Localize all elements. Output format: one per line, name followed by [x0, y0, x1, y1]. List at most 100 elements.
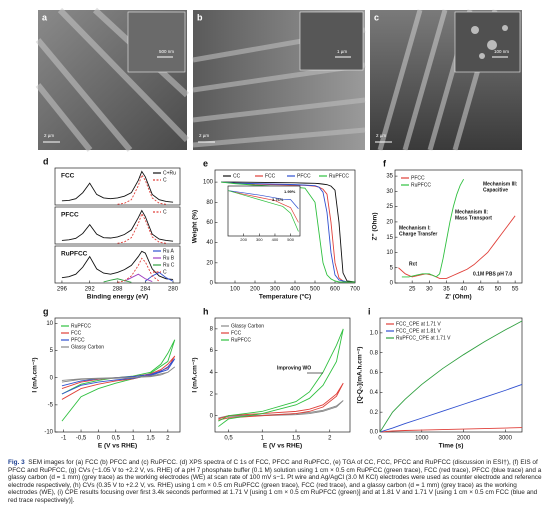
series-line — [117, 257, 160, 283]
x-tick-label: -0,5 — [76, 436, 87, 442]
y-tick-label: 0.8 — [370, 350, 379, 356]
x-axis-label: Temperature (°C) — [259, 293, 311, 301]
y-tick-label: 0.0 — [370, 430, 379, 436]
x-tick-label: 45 — [477, 287, 484, 293]
x-tick-label: 600 — [330, 287, 341, 293]
series-line — [61, 366, 176, 383]
y-tick-label: -10 — [44, 430, 53, 436]
x-tick-label: 300 — [256, 237, 263, 242]
legend-label: CC — [233, 173, 241, 179]
x-tick-label: 284 — [140, 287, 151, 293]
series-line — [401, 178, 465, 278]
x-tick-label: 100 — [230, 287, 241, 293]
series-line — [220, 181, 355, 283]
y-tick-label: 10 — [46, 321, 53, 327]
series-line — [379, 320, 523, 433]
legend-label: C — [163, 269, 167, 275]
annotation: Rct — [409, 261, 417, 267]
x-tick-label: 35 — [443, 287, 450, 293]
annotation: Improving WO — [277, 365, 311, 371]
x-tick-label: 0 — [97, 436, 101, 442]
legend-label: PFCC — [297, 173, 311, 179]
y-tick-label: 30 — [386, 189, 393, 195]
y-axis-label: [Q-Q₀](mA.h.cm⁻²) — [357, 347, 364, 404]
legend-label: RuPFCC — [71, 323, 91, 329]
panel-letter: e — [203, 158, 208, 168]
x-tick-label: -1 — [61, 436, 67, 442]
x-tick-label: 2000 — [457, 436, 471, 442]
series-line — [61, 250, 174, 280]
x-tick-label: 296 — [57, 287, 68, 293]
x-tick-label: 280 — [168, 287, 179, 293]
legend-label: C+Ru — [163, 170, 176, 176]
x-axis-label: Z' (Ohm) — [445, 294, 471, 301]
series-line — [227, 190, 299, 232]
legend-label: FCC — [71, 330, 82, 336]
x-tick-label: 500 — [287, 237, 294, 242]
annotation: Charge Transfer — [399, 231, 437, 237]
series-line — [379, 427, 523, 433]
x-tick-label: 200 — [240, 237, 247, 242]
y-tick-label: 0.4 — [370, 390, 379, 396]
legend-label: C — [163, 209, 167, 215]
x-tick-label: 2 — [166, 436, 170, 442]
caption: Fig. 3 SEM images for (a) FCC (b) PFCC a… — [8, 459, 546, 505]
series-line — [220, 181, 355, 283]
annotation: Mechanism III: — [483, 181, 518, 187]
y-tick-label: 20 — [386, 219, 393, 225]
subplot-label: RuPFCC — [61, 251, 88, 258]
y-tick-label: 4 — [210, 370, 214, 376]
panel-letter: d — [43, 156, 49, 166]
y-axis-label: Z'' (Ohm) — [372, 212, 379, 240]
subplot-label: FCC — [61, 173, 75, 180]
legend-label: Ru C — [163, 262, 175, 268]
scale-bar-label: 100 nm — [494, 49, 509, 54]
x-tick-label: 288 — [112, 287, 123, 293]
series-line — [218, 382, 344, 421]
x-axis-label: Time (s) — [439, 443, 464, 450]
legend-label: PFCC — [71, 337, 85, 343]
y-tick-label: 6 — [210, 348, 214, 354]
legend-label: Ru B — [163, 255, 175, 261]
sem-image-c — [370, 9, 522, 151]
x-tick-label: 400 — [290, 287, 301, 293]
x-tick-label: 3000 — [499, 436, 513, 442]
y-tick-label: 40 — [206, 240, 213, 246]
series-line — [379, 383, 523, 433]
panel-letter: g — [43, 306, 49, 316]
y-tick-label: 20 — [206, 260, 213, 266]
y-tick-label: 1.0 — [370, 330, 379, 336]
annotation: Mechanism II: — [455, 209, 488, 215]
x-tick-label: 0,5 — [112, 436, 121, 442]
y-tick-label: 100 — [203, 180, 214, 186]
series-line — [218, 328, 344, 427]
x-tick-label: 700 — [350, 287, 361, 293]
legend-label: RuPFCC — [329, 173, 349, 179]
series-line — [103, 278, 132, 283]
y-tick-label: 2 — [210, 392, 214, 398]
y-tick-label: 5 — [50, 348, 54, 354]
plot-frame — [379, 317, 523, 433]
series-line — [124, 273, 153, 283]
series-line — [145, 271, 174, 282]
x-axis-label: E (V vs RHE) — [98, 443, 137, 450]
series-line — [61, 170, 174, 203]
series-line — [221, 181, 356, 283]
annotation: Mass Transport — [455, 215, 492, 221]
x-tick-label: 500 — [310, 287, 321, 293]
legend-label: FCC — [231, 330, 242, 336]
y-tick-label: -5 — [48, 402, 54, 408]
x-tick-label: 1,5 — [292, 436, 301, 442]
legend-label: PFCC — [411, 175, 425, 181]
legend-label: FCC_CPE at 1.81 V — [396, 328, 441, 334]
series-line — [398, 215, 516, 279]
y-tick-label: 80 — [206, 200, 213, 206]
x-tick-label: 50 — [495, 287, 502, 293]
scale-bar-label: 2 µm — [376, 133, 386, 138]
y-tick-label: 5 — [390, 265, 394, 271]
x-tick-label: 0,5 — [224, 436, 233, 442]
x-tick-label: 0 — [378, 436, 382, 442]
x-tick-label: 292 — [85, 287, 96, 293]
